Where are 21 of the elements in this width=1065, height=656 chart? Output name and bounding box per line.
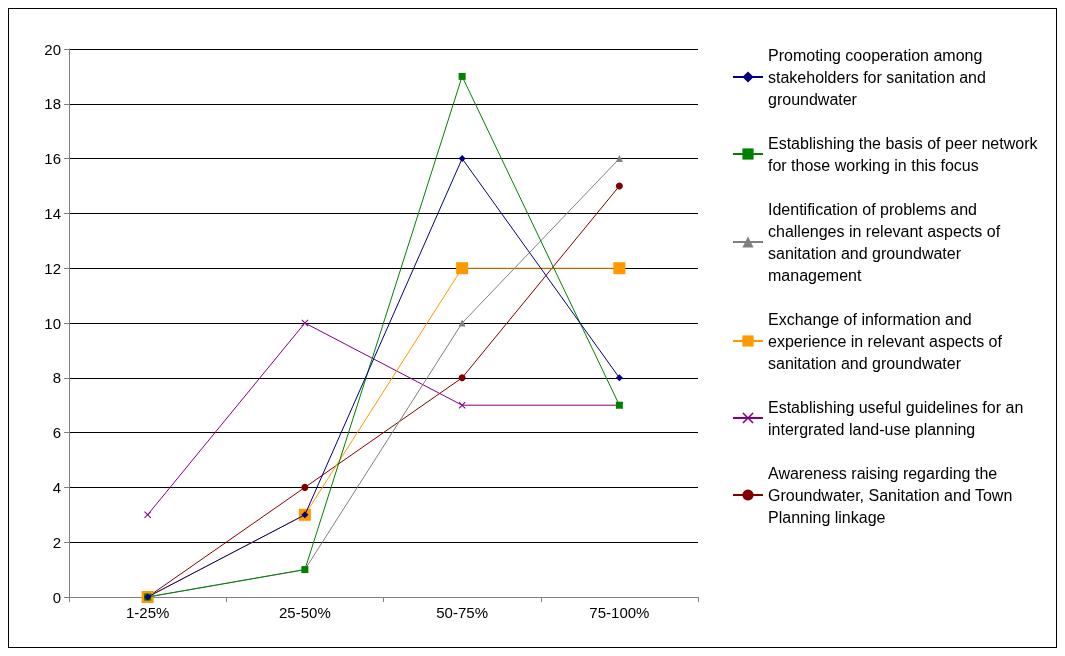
y-tick-label: 8 <box>52 369 61 387</box>
y-tick-label: 0 <box>52 588 61 606</box>
x-tick-label: 75-100% <box>589 604 650 621</box>
y-tick-label: 16 <box>44 150 61 168</box>
y-tick-label: 20 <box>44 40 61 58</box>
y-tick-label: 18 <box>44 95 61 113</box>
y-tick-label: 2 <box>52 533 61 551</box>
legend-label: Promoting cooperation among stakeholders for sanitation and groundwater <box>768 46 991 108</box>
legend-label: Establishing the basis of peer network for those working in this focus <box>768 134 1042 174</box>
y-tick-label: 12 <box>44 259 61 277</box>
legend-label: Awareness raising regarding the Groundwater, Sanitation and Town Planning linkage <box>768 464 1017 526</box>
x-tick-label: 50-75% <box>436 604 488 621</box>
legend-label: Identification of problems and challenges in relevant aspects of sanitation and groundwater management <box>768 200 1005 284</box>
legend-label: Exchange of information and experience in relevant aspects of sanitation and groundwater <box>768 310 1007 372</box>
legend-label: Establishing useful guidelines for an intergrated land-use planning <box>768 398 1028 438</box>
y-tick-label: 14 <box>44 204 61 222</box>
y-tick-label: 10 <box>44 314 61 332</box>
x-tick-label: 1-25% <box>125 604 170 621</box>
x-tick-label: 25-50% <box>279 604 331 621</box>
y-tick-label: 6 <box>52 424 61 442</box>
y-tick-label: 4 <box>52 478 61 496</box>
